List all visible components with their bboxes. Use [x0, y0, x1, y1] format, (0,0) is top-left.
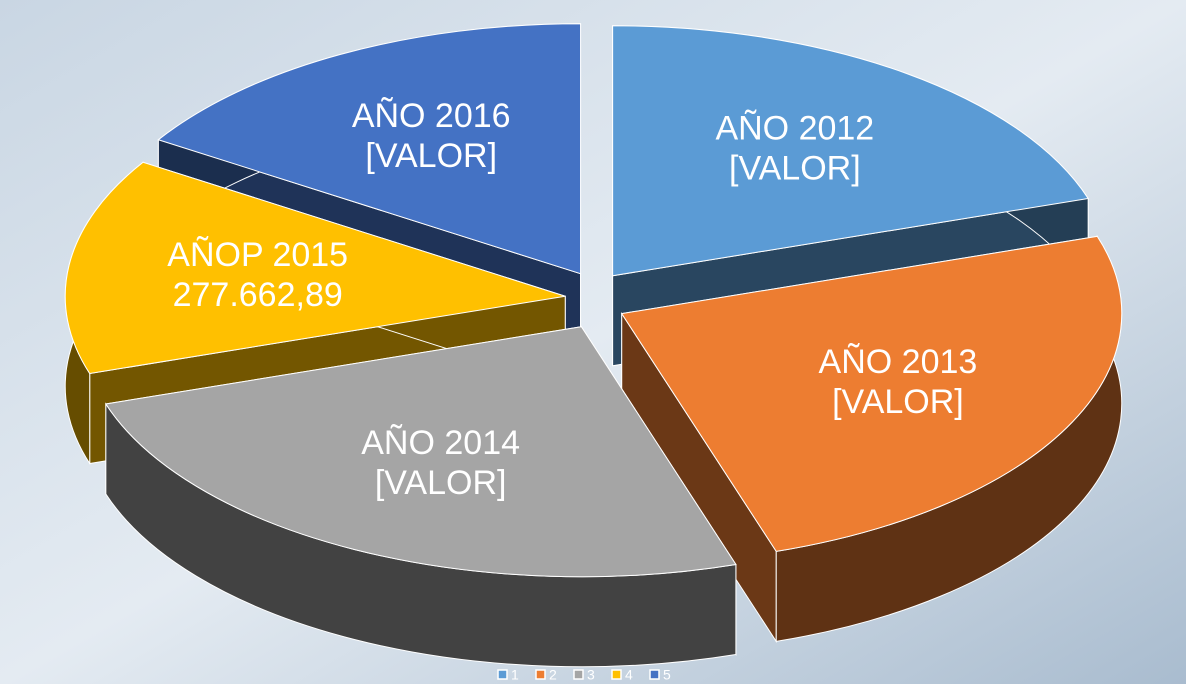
- slice-label: AÑO 2012: [715, 109, 874, 147]
- slice-label: AÑOP 2015: [167, 236, 348, 274]
- slice: AÑO 2013[VALOR]: [620, 234, 1123, 644]
- slice-label: AÑO 2016: [352, 97, 511, 135]
- slice: [157, 23, 582, 275]
- legend-swatch: [497, 669, 508, 680]
- data-label: [VALOR]: [365, 137, 497, 175]
- legend-swatch: [611, 669, 622, 680]
- legend-label: 3: [587, 667, 595, 683]
- slice: [620, 235, 1123, 552]
- slice-label: AÑO 2014: [361, 424, 520, 462]
- legend-swatch: [535, 669, 546, 680]
- pie: AÑO 2016[VALOR]AÑO 2012[VALOR]AÑOP 20152…: [64, 23, 1123, 668]
- legend-label: 4: [625, 667, 633, 683]
- slice: [105, 326, 737, 578]
- legend-swatch: [573, 669, 584, 680]
- legend-label: 5: [663, 667, 671, 683]
- slice: [64, 161, 566, 375]
- data-label: [VALOR]: [729, 149, 861, 187]
- data-label: [VALOR]: [375, 464, 507, 502]
- legend: 1 2 3 4 5: [497, 667, 671, 683]
- slice: AÑO 2014[VALOR]: [105, 325, 737, 668]
- legend-label: 1: [511, 667, 519, 683]
- data-label: [VALOR]: [832, 383, 964, 421]
- slice-label: AÑO 2013: [819, 343, 978, 381]
- slice: [612, 25, 1089, 277]
- legend-swatch: [649, 669, 660, 680]
- data-label: 277.662,89: [173, 276, 343, 314]
- legend-label: 2: [549, 667, 557, 683]
